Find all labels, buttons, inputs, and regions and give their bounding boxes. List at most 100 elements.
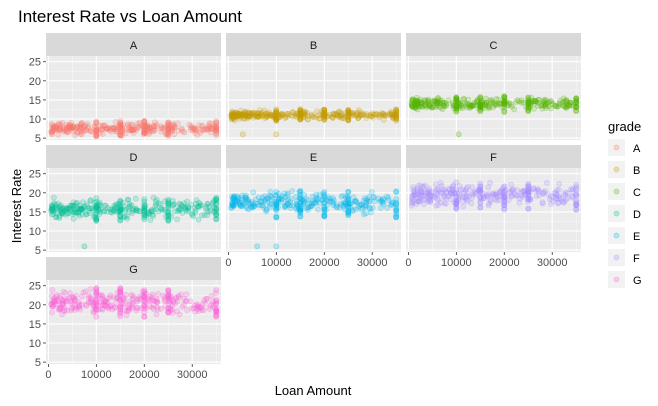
data-point — [53, 293, 60, 300]
data-point — [353, 206, 359, 213]
data-point — [242, 196, 249, 203]
data-point — [415, 103, 422, 110]
data-point — [97, 129, 104, 136]
data-point — [556, 100, 563, 106]
data-point — [563, 96, 570, 103]
data-point — [101, 297, 107, 304]
data-point — [345, 110, 352, 117]
data-point — [573, 99, 580, 106]
data-point — [236, 113, 243, 120]
data-point — [254, 200, 261, 207]
data-point — [483, 99, 490, 106]
data-point — [377, 205, 384, 211]
data-point — [473, 98, 480, 105]
data-point — [566, 102, 573, 109]
data-point — [282, 113, 289, 120]
data-point — [512, 191, 518, 198]
data-point — [321, 110, 328, 117]
data-point — [277, 114, 284, 120]
data-point — [133, 207, 139, 214]
data-point — [70, 294, 77, 301]
data-point — [325, 194, 332, 201]
data-point — [117, 127, 124, 134]
data-point — [107, 209, 114, 215]
legend-item-d: D — [608, 205, 641, 222]
data-point — [467, 102, 474, 109]
facet-strip — [46, 33, 221, 56]
data-point — [443, 188, 450, 195]
data-point — [87, 127, 93, 134]
facet-strip-label: B — [310, 40, 317, 52]
data-point — [165, 308, 172, 315]
data-point — [109, 306, 116, 313]
data-point — [439, 99, 445, 106]
data-point — [385, 112, 392, 118]
data-point — [457, 104, 464, 111]
data-point — [415, 103, 422, 110]
data-point — [93, 286, 100, 292]
data-point — [197, 201, 204, 208]
data-point — [212, 304, 218, 311]
data-point — [168, 306, 175, 313]
data-point — [213, 201, 220, 207]
data-point — [474, 99, 481, 105]
data-point — [235, 196, 242, 202]
data-point — [565, 190, 571, 197]
data-point — [141, 205, 148, 211]
data-point — [213, 301, 220, 307]
data-point — [165, 288, 172, 294]
data-point — [303, 195, 309, 202]
data-point — [453, 94, 460, 101]
data-point — [309, 193, 316, 200]
data-point — [237, 202, 244, 208]
data-point — [79, 131, 85, 138]
data-point — [49, 204, 56, 210]
data-point — [141, 198, 148, 205]
data-point — [568, 186, 574, 192]
data-point — [357, 112, 364, 118]
data-point — [360, 112, 366, 118]
data-point — [273, 115, 280, 121]
data-point — [178, 291, 184, 298]
data-point — [146, 124, 153, 131]
data-point — [150, 128, 156, 134]
data-point — [165, 305, 172, 312]
data-point — [99, 295, 105, 302]
data-point — [485, 105, 492, 112]
data-point — [418, 100, 425, 107]
data-point — [139, 292, 146, 299]
data-point — [414, 187, 421, 194]
data-point — [363, 111, 370, 117]
data-point — [229, 108, 236, 115]
data-point — [432, 181, 439, 188]
data-point — [573, 206, 580, 213]
data-point — [296, 189, 303, 195]
data-point — [478, 99, 485, 105]
data-point — [165, 127, 172, 134]
data-point — [297, 115, 304, 121]
data-point — [423, 104, 430, 111]
data-point — [409, 196, 416, 203]
data-point — [141, 128, 148, 135]
data-point — [77, 206, 83, 213]
data-point — [528, 99, 535, 106]
data-point — [556, 101, 563, 108]
data-point — [207, 129, 214, 136]
data-point — [168, 126, 175, 133]
data-point — [77, 125, 84, 132]
data-point — [49, 125, 55, 131]
data-point — [324, 113, 331, 120]
data-point — [264, 195, 270, 202]
data-point — [126, 208, 133, 215]
data-point — [122, 206, 128, 213]
data-point — [81, 122, 88, 129]
data-point — [368, 113, 375, 120]
data-point — [433, 189, 439, 196]
data-point — [128, 121, 134, 128]
data-point — [93, 129, 100, 136]
data-point — [77, 131, 84, 137]
data-point — [79, 124, 85, 130]
data-point — [203, 295, 210, 302]
point-cloud-a — [48, 118, 220, 140]
data-point — [60, 125, 67, 132]
